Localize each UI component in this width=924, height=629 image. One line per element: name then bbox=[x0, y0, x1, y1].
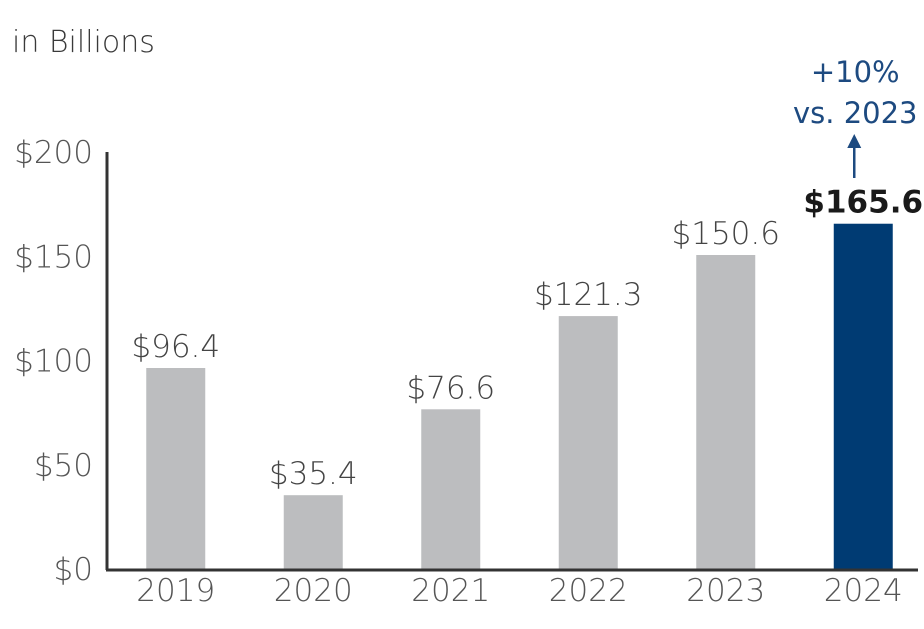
annotation-arrow-head-icon bbox=[847, 134, 862, 148]
x-tick-label-2022: 2022 bbox=[549, 573, 628, 609]
value-label-2024: $165.6 bbox=[803, 185, 923, 221]
annotation-line-1: +10% bbox=[811, 55, 900, 89]
bars bbox=[146, 223, 893, 569]
bar-2023 bbox=[696, 254, 756, 569]
bar-2021 bbox=[421, 409, 481, 569]
value-label-2022: $121.3 bbox=[534, 277, 642, 313]
y-tick-label: $150 bbox=[14, 239, 93, 275]
x-axis-labels: 2019 2020 2021 2022 2023 2024 bbox=[136, 573, 902, 609]
x-tick-label-2023: 2023 bbox=[686, 573, 765, 609]
value-label-2020: $35.4 bbox=[269, 456, 358, 492]
y-tick-label: $100 bbox=[14, 344, 93, 380]
bar-2024 bbox=[833, 223, 893, 569]
bar-2022 bbox=[558, 316, 618, 569]
bar-2019 bbox=[146, 368, 206, 569]
x-tick-label-2020: 2020 bbox=[274, 573, 353, 609]
value-labels: $96.4 $35.4 $76.6 $121.3 $150.6 $165.6 bbox=[131, 185, 923, 492]
y-tick-label: $0 bbox=[54, 552, 93, 588]
y-tick-label: $200 bbox=[14, 135, 93, 171]
y-tick-label: $50 bbox=[34, 448, 93, 484]
x-tick-label-2024: 2024 bbox=[824, 573, 903, 609]
annotation: +10% vs. 2023 bbox=[793, 55, 918, 178]
value-label-2019: $96.4 bbox=[131, 329, 220, 365]
x-tick-label-2021: 2021 bbox=[411, 573, 490, 609]
x-tick-label-2019: 2019 bbox=[136, 573, 215, 609]
y-axis-ticks: $0 $50 $100 $150 $200 bbox=[14, 135, 93, 588]
value-label-2021: $76.6 bbox=[406, 370, 495, 406]
bar-2020 bbox=[283, 495, 343, 569]
unit-label: in Billions bbox=[12, 25, 155, 60]
value-label-2023: $150.6 bbox=[672, 216, 780, 252]
annotation-line-2: vs. 2023 bbox=[793, 96, 918, 130]
